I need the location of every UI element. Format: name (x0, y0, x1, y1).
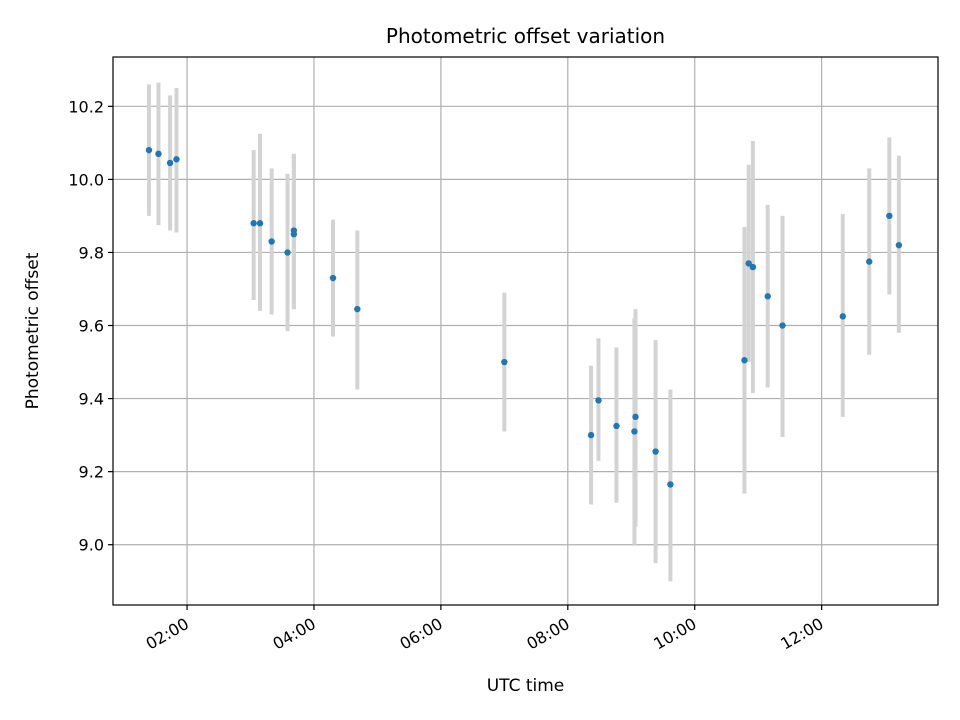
data-point (166, 159, 174, 167)
axis-ticks: 02:00 04:00 06:00 08:00 10:00 12:009.09.29.49… (68, 97, 826, 653)
y-tick-label: 9.6 (79, 317, 104, 336)
y-tick-label: 9.8 (79, 243, 104, 262)
grid-lines (113, 57, 938, 605)
data-point (284, 249, 291, 256)
data-point (256, 220, 264, 227)
data-point (354, 305, 361, 313)
data-point (745, 260, 752, 267)
chart-title: Photometric offset variation (386, 24, 665, 48)
data-point (895, 241, 903, 249)
plot-area-frame (112, 56, 939, 606)
y-axis-title: Photometric offset (23, 252, 43, 409)
data-point (779, 322, 786, 329)
data-point (595, 397, 602, 404)
data-point (667, 481, 674, 488)
data-point (613, 422, 620, 430)
data-point (886, 212, 893, 220)
data-point (764, 293, 771, 300)
data-point (290, 230, 298, 238)
data-point (587, 431, 595, 439)
data-point (866, 258, 873, 265)
y-tick-label: 10.0 (68, 170, 104, 189)
data-point (155, 150, 162, 158)
data-point (173, 156, 180, 163)
data-points (145, 146, 903, 488)
data-point (501, 358, 508, 366)
data-point (652, 448, 659, 455)
data-point (631, 428, 638, 435)
data-point (632, 413, 639, 421)
data-point (329, 274, 337, 282)
data-point (250, 220, 257, 227)
y-tick-label: 9.2 (79, 463, 104, 482)
y-tick-label: 10.2 (68, 97, 104, 116)
data-point (839, 313, 847, 320)
y-tick-label: 9.4 (79, 390, 104, 409)
data-point (268, 238, 275, 245)
data-point (749, 263, 757, 271)
x-axis-title: UTC time (487, 676, 565, 696)
data-point (145, 146, 153, 154)
data-point (741, 357, 748, 364)
y-tick-label: 9.0 (79, 536, 104, 555)
